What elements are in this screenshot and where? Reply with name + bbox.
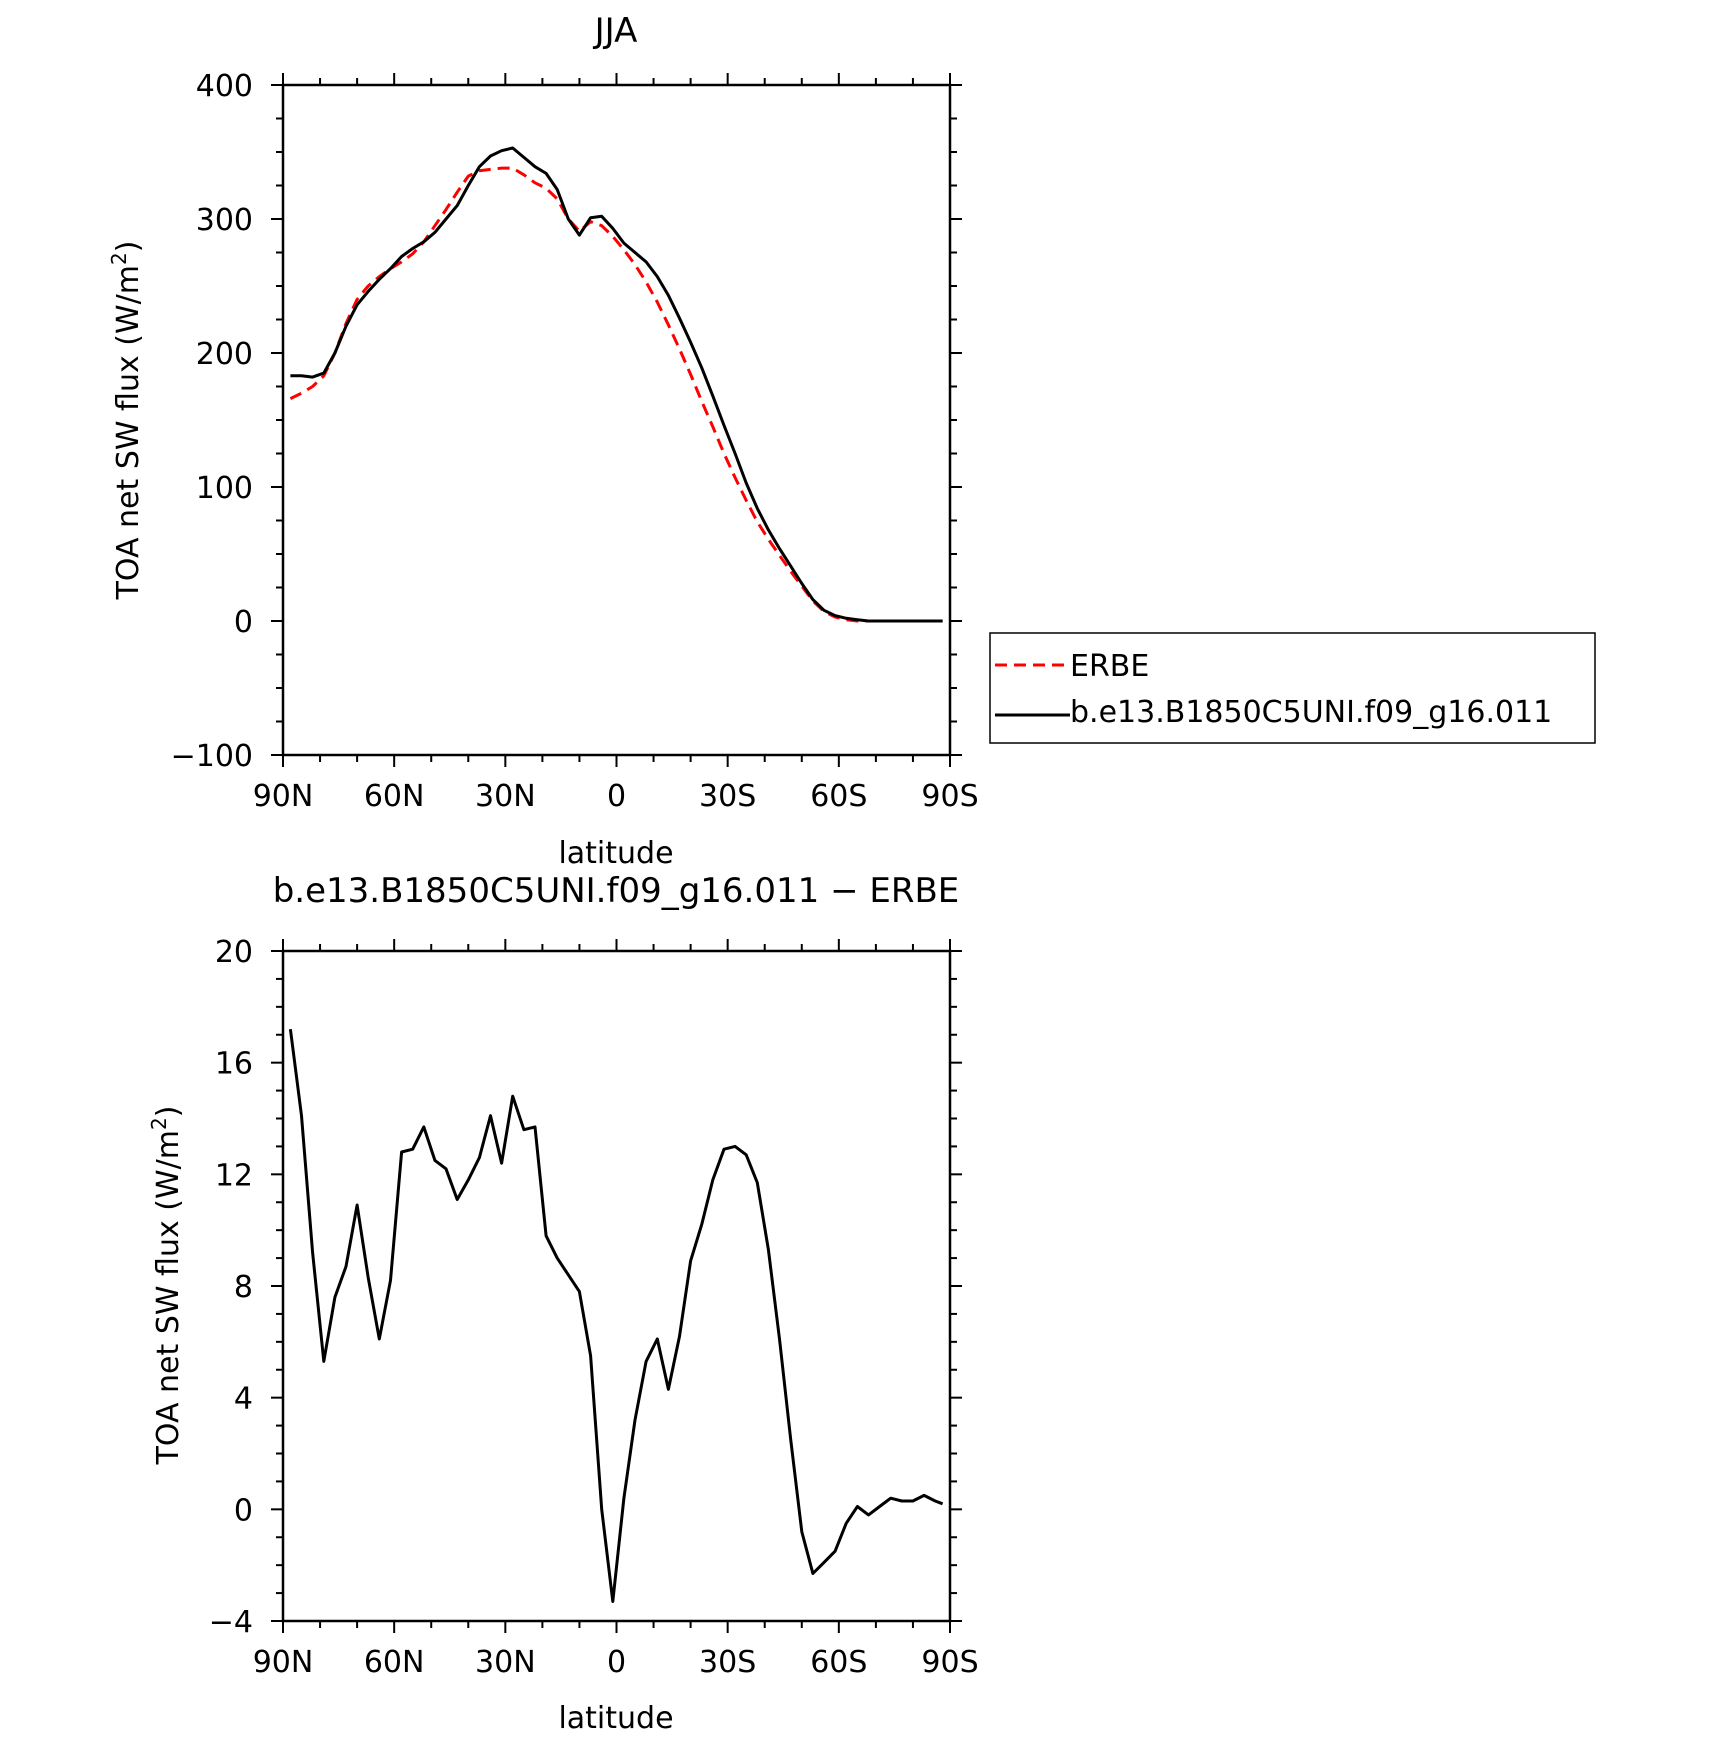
bottom-x-tick-labels: 90N 60N 30N 0 30S 60S 90S bbox=[253, 1645, 979, 1680]
top-x-tick-labels: 90N 60N 30N 0 30S 60S 90S bbox=[253, 779, 979, 814]
bottom-series-line-0 bbox=[288, 1029, 944, 1603]
top-panel: JJA 90N 60N 30N 0 30S 60S 90S −100 0 100 200 300 40… bbox=[107, 11, 1596, 871]
x-tick-label: 30N bbox=[475, 779, 536, 814]
top-panel-ticks bbox=[271, 73, 962, 767]
x-tick-label: 0 bbox=[607, 1645, 626, 1680]
y-tick-label: 0 bbox=[234, 605, 253, 640]
y-tick-label: 12 bbox=[215, 1158, 253, 1193]
bottom-panel: b.e13.B1850C5UNI.f09_g16.011 − ERBE 90N 6… bbox=[147, 871, 979, 1736]
x-tick-label: 60S bbox=[810, 1645, 867, 1680]
y-tick-label: 0 bbox=[234, 1493, 253, 1528]
x-tick-label: 90S bbox=[921, 779, 978, 814]
top-panel-title: JJA bbox=[593, 11, 638, 51]
x-tick-label: 90N bbox=[253, 779, 314, 814]
x-tick-label: 30N bbox=[475, 1645, 536, 1680]
top-panel-series bbox=[289, 146, 943, 623]
x-tick-label: 90S bbox=[921, 1645, 978, 1680]
bottom-y-tick-labels: −4 0 4 8 12 16 20 bbox=[209, 935, 253, 1640]
bottom-panel-title: b.e13.B1850C5UNI.f09_g16.011 − ERBE bbox=[273, 871, 960, 911]
y-tick-label: 400 bbox=[196, 69, 253, 104]
y-tick-label: 16 bbox=[215, 1047, 253, 1082]
y-tick-label: 100 bbox=[196, 471, 253, 506]
x-tick-label: 30S bbox=[699, 1645, 756, 1680]
y-tick-label: 300 bbox=[196, 203, 253, 238]
x-tick-label: 60S bbox=[810, 779, 867, 814]
legend-erbe-label: ERBE bbox=[1070, 649, 1149, 684]
bottom-y-axis-label: TOA net SW flux (W/m2) bbox=[147, 1106, 186, 1466]
bottom-x-axis-label: latitude bbox=[558, 1701, 673, 1736]
x-tick-label: 30S bbox=[699, 779, 756, 814]
bottom-plot-frame bbox=[281, 949, 952, 1623]
top-plot-frame bbox=[281, 83, 952, 757]
y-tick-label: 8 bbox=[234, 1270, 253, 1305]
legend-box bbox=[989, 632, 1596, 744]
top-y-axis-label: TOA net SW flux (W/m2) bbox=[107, 241, 146, 601]
legend: ERBE b.e13.B1850C5UNI.f09_g16.011 bbox=[989, 632, 1596, 744]
bottom-panel-ticks bbox=[271, 939, 962, 1633]
top-series-line-1 bbox=[290, 146, 943, 623]
top-series-line-0 bbox=[289, 166, 943, 623]
y-tick-label: −4 bbox=[209, 1605, 253, 1640]
x-tick-label: 90N bbox=[253, 1645, 314, 1680]
bottom-panel-series bbox=[288, 1029, 944, 1603]
x-tick-label: 60N bbox=[364, 1645, 425, 1680]
y-tick-label: 4 bbox=[234, 1382, 253, 1417]
top-x-axis-label: latitude bbox=[558, 836, 673, 871]
x-tick-label: 0 bbox=[607, 779, 626, 814]
y-tick-label: −100 bbox=[171, 739, 253, 774]
y-tick-label: 20 bbox=[215, 935, 253, 970]
y-tick-label: 200 bbox=[196, 337, 253, 372]
legend-model-label: b.e13.B1850C5UNI.f09_g16.011 bbox=[1070, 695, 1552, 730]
x-tick-label: 60N bbox=[364, 779, 425, 814]
top-y-tick-labels: −100 0 100 200 300 400 bbox=[171, 69, 253, 774]
